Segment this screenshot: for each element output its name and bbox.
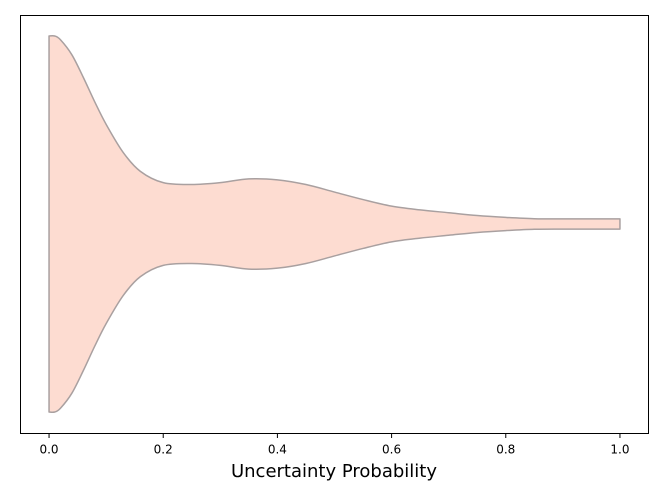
x-tick-label: 0.2 [154, 443, 173, 457]
x-axis-label: Uncertainty Probability [231, 461, 437, 482]
violin-body [48, 34, 621, 414]
x-tick-label: 0.8 [496, 443, 515, 457]
x-tick-label: 1.0 [610, 443, 629, 457]
x-axis: 0.0 0.2 0.4 0.6 0.8 1.0 [39, 433, 630, 457]
x-tick-label: 0.4 [268, 443, 287, 457]
x-tick-label: 0.0 [39, 443, 58, 457]
plot-frame [20, 15, 649, 434]
violin-layer [48, 34, 621, 414]
x-tick-label: 0.6 [382, 443, 401, 457]
